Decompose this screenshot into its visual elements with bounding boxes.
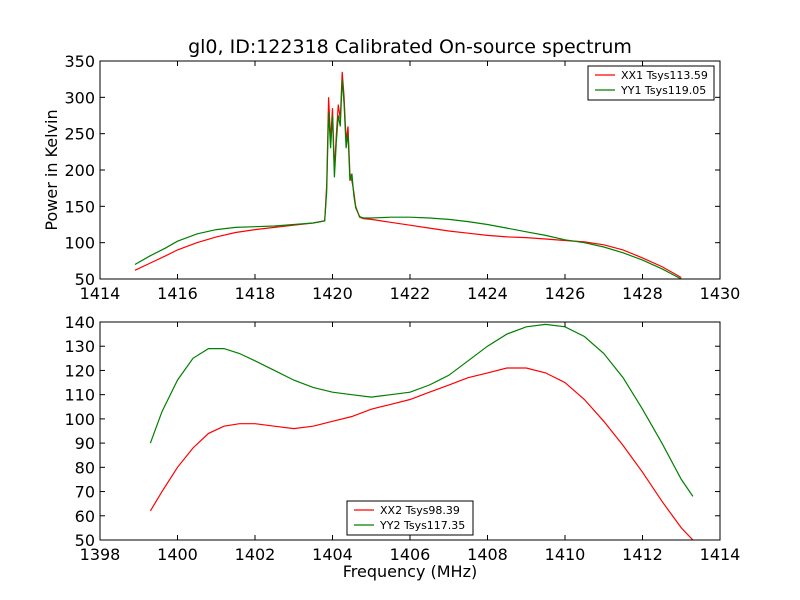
- x-tick-label: 1422: [390, 284, 431, 303]
- x-tick-label: 1410: [545, 545, 586, 564]
- legend-entry: XX2 Tsys98.39: [380, 504, 460, 517]
- y-tick-label: 250: [64, 125, 95, 144]
- x-tick-label: 1402: [235, 545, 276, 564]
- x-tick-label: 1398: [80, 545, 121, 564]
- legend-entry: YY2 Tsys117.35: [379, 519, 465, 532]
- x-tick-label: 1408: [467, 545, 508, 564]
- x-tick-label: 1412: [622, 545, 663, 564]
- y-tick-label: 200: [64, 161, 95, 180]
- x-tick-label: 1414: [700, 545, 741, 564]
- series-line-1-1: [134, 71, 682, 279]
- x-tick-label: 1418: [235, 284, 276, 303]
- x-tick-label: 1430: [700, 284, 741, 303]
- chart-title: gl0, ID:122318 Calibrated On-source spec…: [188, 36, 632, 58]
- y-tick-label: 150: [64, 197, 95, 216]
- y-tick-label: 130: [64, 337, 95, 356]
- y-tick-label: 50: [75, 531, 95, 550]
- y-tick-label: 300: [64, 88, 95, 107]
- y-tick-label: 60: [75, 507, 95, 526]
- x-tick-label: 1406: [390, 545, 431, 564]
- legend-box: [346, 500, 474, 536]
- legend-entry: XX1 Tsys113.59: [621, 69, 708, 82]
- y-tick-label: 50: [75, 270, 95, 289]
- x-tick-label: 1426: [545, 284, 586, 303]
- legend-entry: YY1 Tsys119.05: [620, 84, 706, 97]
- y-axis-label: Power in Kelvin: [42, 109, 61, 230]
- x-tick-label: 1404: [312, 545, 353, 564]
- y-tick-label: 120: [64, 361, 95, 380]
- x-tick-label: 1420: [312, 284, 353, 303]
- y-tick-label: 100: [64, 234, 95, 253]
- bottom-plot: 1398 1400 1402 1404 1406 1408 1410 1412 1414 50 60…: [64, 313, 740, 581]
- y-tick-label: 110: [64, 386, 95, 405]
- legend-box: [587, 65, 715, 101]
- x-tick-label: 1414: [80, 284, 121, 303]
- series-line-2-1: [149, 367, 694, 540]
- top-plot: 1414 1416 1418 1420 1422 1424 1426 1428 1430 50 10…: [42, 52, 740, 303]
- y-tick-label: 90: [75, 434, 95, 453]
- x-tick-label: 1424: [467, 284, 508, 303]
- series-line-2-2: [149, 323, 694, 497]
- y-tick-label: 350: [64, 52, 95, 71]
- y-tick-label: 100: [64, 410, 95, 429]
- x-tick-label: 1400: [157, 545, 198, 564]
- legend: XX2 Tsys98.39 YY2 Tsys117.35: [346, 500, 474, 536]
- x-tick-label: 1428: [622, 284, 663, 303]
- x-tick-label: 1416: [157, 284, 198, 303]
- y-tick-label: 140: [64, 313, 95, 332]
- legend: XX1 Tsys113.59 YY1 Tsys119.05: [587, 65, 715, 101]
- y-tick-label: 80: [75, 458, 95, 477]
- x-axis-label: Frequency (MHz): [343, 562, 477, 581]
- y-tick-label: 70: [75, 483, 95, 502]
- series-line-1-2: [134, 79, 682, 279]
